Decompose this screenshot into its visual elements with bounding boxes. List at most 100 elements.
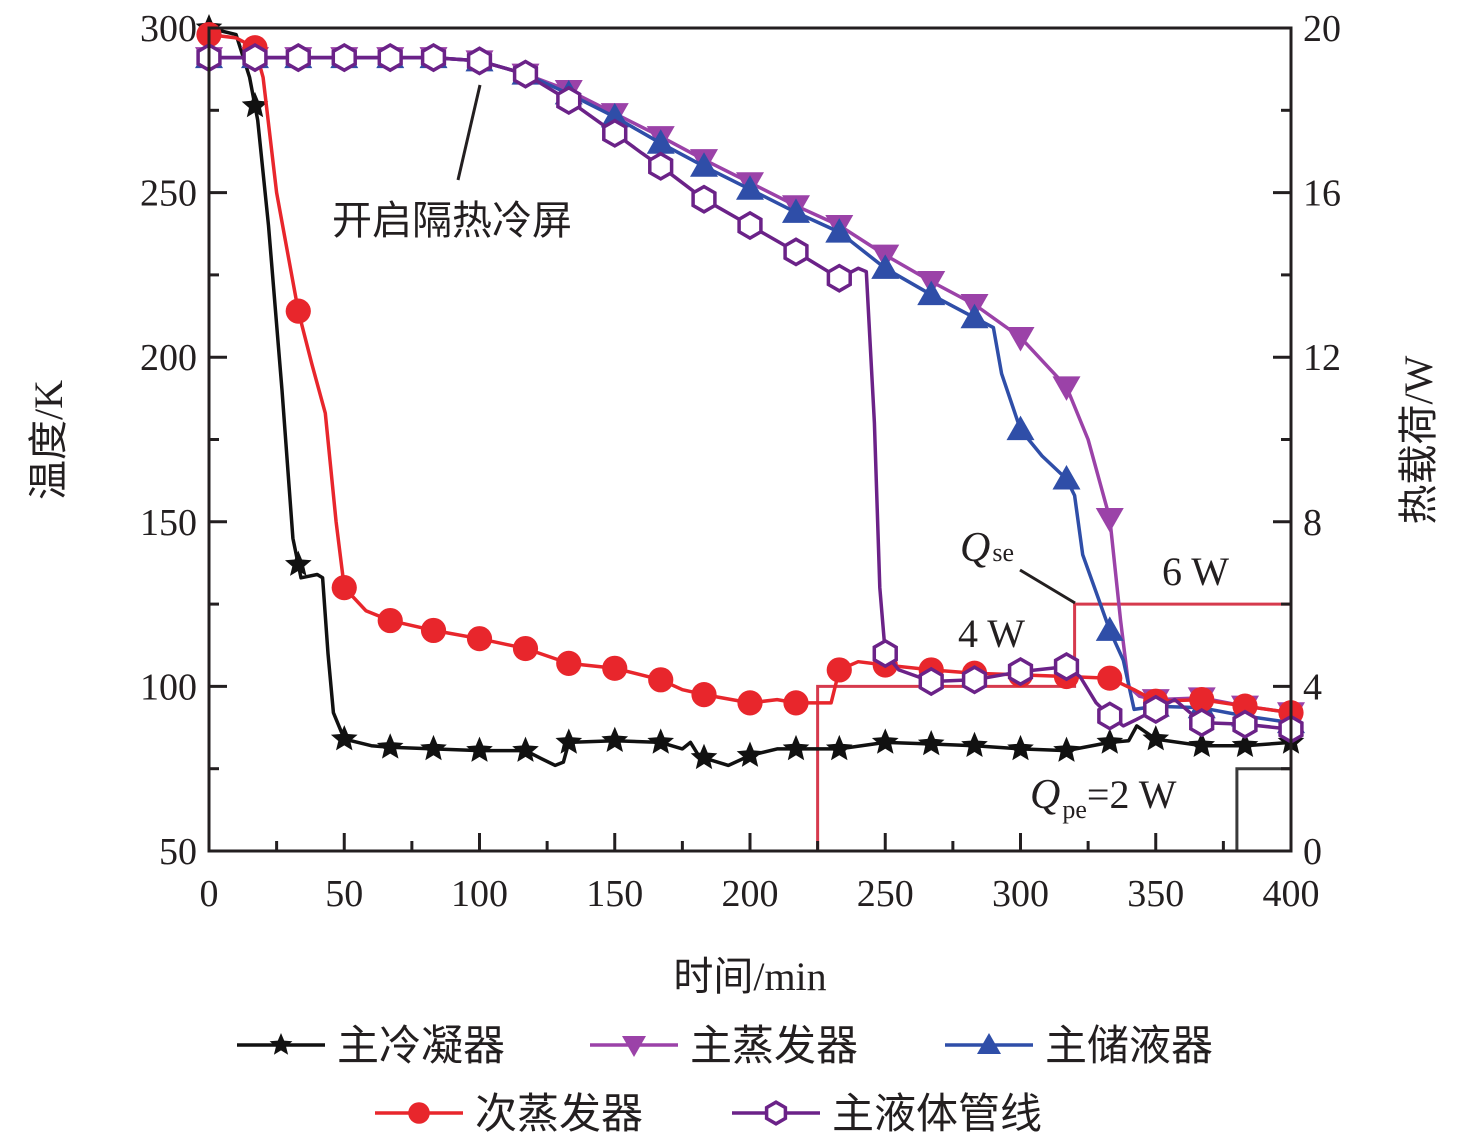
- data-point: [1006, 415, 1035, 441]
- data-point: [600, 102, 629, 128]
- data-point: [330, 725, 358, 751]
- legend-item: 主液体管线: [732, 1092, 1042, 1138]
- legend-label: 主冷凝器: [337, 1024, 505, 1070]
- data-point: [783, 690, 809, 716]
- data-point: [331, 575, 357, 601]
- data-point: [1232, 709, 1258, 739]
- y-tick-label: 300: [140, 8, 197, 50]
- data-point: [512, 59, 539, 89]
- y-right-tick-label: 12: [1303, 337, 1341, 379]
- data-point: [648, 667, 674, 693]
- series-group: [196, 21, 1304, 726]
- y-right-tick-label: 4: [1303, 666, 1322, 708]
- x-tick-label: 300: [992, 873, 1049, 915]
- data-point: [242, 42, 268, 73]
- data-point: [285, 42, 311, 73]
- data-point: [1096, 728, 1124, 754]
- y-right-tick-label: 20: [1303, 8, 1341, 50]
- series-group: [195, 43, 1305, 734]
- data-point: [556, 85, 582, 116]
- data-point: [556, 650, 582, 676]
- data-point: [918, 666, 944, 697]
- data-point: [601, 726, 629, 752]
- data-point: [512, 635, 539, 662]
- data-point: [1007, 656, 1034, 687]
- legend-label: 次蒸发器: [475, 1092, 643, 1138]
- x-tick-label: 150: [586, 873, 643, 915]
- data-point: [783, 237, 809, 267]
- data-point: [602, 655, 628, 681]
- data-point: [691, 184, 717, 214]
- label-6w: 6 W: [1162, 549, 1229, 594]
- shield-annotation-leader: [456, 84, 482, 181]
- qse-subscript: se: [992, 538, 1014, 567]
- data-point: [1188, 731, 1215, 757]
- data-point: [1189, 707, 1215, 738]
- qpe-value: =2 W: [1087, 772, 1177, 817]
- data-point: [285, 550, 312, 576]
- qpe-label: Qpe=2 W: [1030, 772, 1177, 824]
- series-line: [208, 32, 1292, 715]
- data-point: [376, 733, 404, 759]
- data-point: [1097, 701, 1123, 731]
- plot-frame: [207, 26, 1293, 853]
- data-point: [512, 736, 539, 762]
- y-right-tick-label: 16: [1303, 173, 1341, 215]
- legend-marker: [269, 1033, 293, 1055]
- data-point: [285, 298, 311, 324]
- y-right-tick-label: 0: [1303, 831, 1322, 873]
- x-tick-label: 100: [451, 873, 508, 915]
- legend-item: 主蒸发器: [590, 1024, 858, 1070]
- x-tick-label: 200: [722, 873, 779, 915]
- y-tick-label: 150: [140, 502, 197, 544]
- data-point: [466, 626, 493, 652]
- data-point: [960, 303, 989, 329]
- series-line: [209, 55, 1292, 725]
- data-point: [466, 736, 493, 762]
- data-point: [1097, 665, 1123, 691]
- data-point: [602, 118, 628, 148]
- data-point: [377, 607, 403, 634]
- data-point: [466, 46, 493, 76]
- data-point: [241, 91, 269, 118]
- qse-symbol: Q: [960, 525, 990, 571]
- legend-item: 主冷凝器: [237, 1024, 505, 1070]
- series-group: [196, 42, 1304, 744]
- data-point: [1189, 686, 1215, 713]
- y-tick-label: 200: [140, 337, 197, 379]
- legend-marker: [408, 1102, 430, 1124]
- axes-layer: [207, 26, 1293, 853]
- data-point: [1231, 731, 1259, 757]
- data-point: [1143, 694, 1169, 725]
- data-point: [377, 42, 403, 73]
- data-point: [917, 730, 945, 756]
- legend-item: 次蒸发器: [375, 1092, 643, 1138]
- data-point: [826, 657, 852, 683]
- legend-label: 主储液器: [1045, 1024, 1213, 1070]
- data-point: [825, 218, 854, 243]
- data-point: [826, 734, 853, 761]
- series-group: [195, 14, 1305, 770]
- y-tick-label: 100: [140, 666, 197, 708]
- legend-label: 主蒸发器: [690, 1024, 858, 1070]
- data-point: [331, 42, 357, 73]
- data-point: [736, 741, 764, 767]
- data-point: [690, 152, 719, 177]
- x-tick-label: 400: [1263, 873, 1320, 915]
- data-point: [826, 263, 852, 293]
- data-point: [1142, 725, 1170, 751]
- data-point: [871, 728, 899, 754]
- y-axis-title: 温度/K: [26, 380, 71, 500]
- data-point: [646, 129, 675, 154]
- data-point: [647, 728, 674, 754]
- data-point: [1006, 326, 1035, 352]
- series-line: [209, 55, 1292, 731]
- data-point: [782, 734, 810, 761]
- qpe-subscript: pe: [1062, 795, 1087, 824]
- label-4w: 4 W: [958, 611, 1025, 656]
- data-point: [1053, 736, 1080, 762]
- data-point: [1232, 693, 1258, 719]
- data-point: [1052, 465, 1081, 490]
- x-tick-label: 0: [200, 873, 219, 915]
